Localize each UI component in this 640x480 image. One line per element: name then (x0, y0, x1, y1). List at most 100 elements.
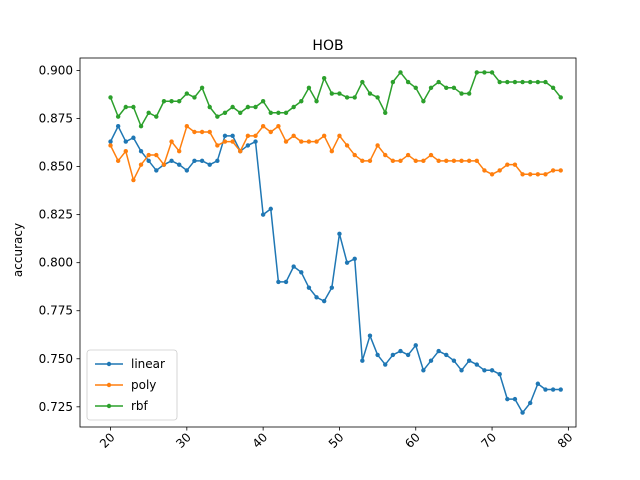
data-point-poly (283, 139, 289, 144)
y-tick-label: 0.875 (39, 112, 73, 126)
data-point-rbf (459, 91, 464, 96)
legend: linear poly rbf (86, 349, 178, 421)
data-point-linear (543, 387, 548, 392)
data-point-poly (352, 152, 357, 158)
data-point-rbf (321, 75, 327, 81)
data-point-rbf (123, 104, 128, 110)
legend-item-rbf: rbf (95, 399, 149, 413)
data-point-linear (428, 358, 434, 363)
data-point-poly (245, 133, 251, 139)
data-point-linear (245, 143, 251, 148)
legend-label: poly (131, 378, 156, 392)
series-linear (108, 124, 563, 415)
data-point-poly (344, 143, 350, 148)
data-point-poly (146, 152, 151, 158)
data-point-rbf (398, 70, 403, 75)
data-point-linear (138, 149, 144, 154)
data-point-linear (337, 231, 342, 237)
data-point-rbf (436, 79, 441, 85)
data-point-poly (459, 158, 464, 164)
data-point-rbf (344, 95, 350, 100)
data-point-poly (558, 168, 563, 173)
data-point-rbf (413, 85, 418, 90)
data-point-linear (421, 368, 426, 373)
data-point-linear (352, 256, 357, 262)
data-point-rbf (169, 99, 174, 104)
data-point-linear (360, 358, 365, 363)
data-point-rbf (482, 70, 487, 75)
data-point-rbf (184, 91, 190, 96)
data-point-poly (131, 177, 136, 183)
data-point-rbf (283, 110, 289, 115)
data-point-linear (230, 133, 235, 139)
data-point-rbf (177, 99, 182, 104)
data-point-rbf (512, 79, 518, 85)
data-point-rbf (375, 95, 380, 100)
series-poly (108, 124, 563, 183)
data-point-rbf (428, 85, 434, 90)
data-point-poly (474, 158, 479, 164)
data-point-linear (535, 381, 541, 386)
data-point-linear (482, 368, 487, 373)
series-rbf (108, 70, 563, 129)
data-point-rbf (558, 95, 563, 100)
data-point-poly (260, 124, 266, 129)
data-point-rbf (291, 104, 296, 110)
data-point-linear (367, 333, 373, 338)
data-point-linear (329, 285, 335, 290)
data-point-linear (528, 400, 533, 406)
data-point-rbf (390, 79, 396, 85)
data-point-linear (321, 298, 327, 304)
y-tick-label: 0.775 (39, 304, 73, 318)
data-point-poly (329, 149, 335, 154)
legend-box (86, 349, 178, 421)
data-point-rbf (245, 104, 251, 110)
data-point-linear (215, 158, 220, 164)
data-point-rbf (131, 104, 136, 110)
data-point-linear (276, 279, 281, 285)
data-point-linear (169, 158, 174, 164)
data-point-linear (146, 158, 151, 164)
data-point-poly (535, 172, 541, 177)
data-point-linear (505, 396, 510, 402)
data-point-rbf (489, 70, 495, 75)
data-point-poly (253, 133, 258, 139)
data-point-rbf (115, 114, 121, 119)
data-point-poly (314, 139, 319, 144)
data-point-rbf (161, 99, 167, 104)
data-point-rbf (383, 110, 388, 115)
legend-swatch-marker (106, 382, 112, 388)
data-point-poly (108, 143, 113, 148)
data-point-rbf (253, 104, 258, 110)
data-point-poly (482, 168, 487, 173)
data-point-linear (558, 387, 563, 392)
data-point-poly (497, 168, 502, 173)
data-point-poly (413, 158, 418, 164)
data-point-poly (238, 149, 243, 154)
data-point-rbf (199, 85, 205, 90)
data-point-poly (337, 133, 342, 139)
data-point-rbf (314, 99, 319, 104)
data-point-linear (108, 139, 113, 144)
data-point-rbf (505, 79, 510, 85)
data-point-poly (451, 158, 457, 164)
data-point-poly (138, 162, 144, 167)
data-point-linear (344, 260, 350, 265)
data-point-poly (550, 168, 556, 173)
data-point-rbf (352, 95, 357, 100)
data-point-rbf (192, 95, 197, 100)
data-point-linear (299, 270, 304, 275)
data-point-linear (115, 124, 121, 129)
data-point-linear (222, 133, 228, 139)
data-point-linear (459, 368, 464, 373)
data-point-rbf (276, 110, 281, 115)
data-point-rbf (215, 114, 220, 119)
data-point-linear (177, 162, 182, 167)
data-point-poly (291, 133, 296, 139)
series-layer (108, 70, 563, 415)
data-point-rbf (154, 114, 159, 119)
data-point-poly (115, 158, 121, 164)
data-point-rbf (451, 85, 457, 90)
data-point-linear (383, 362, 388, 367)
